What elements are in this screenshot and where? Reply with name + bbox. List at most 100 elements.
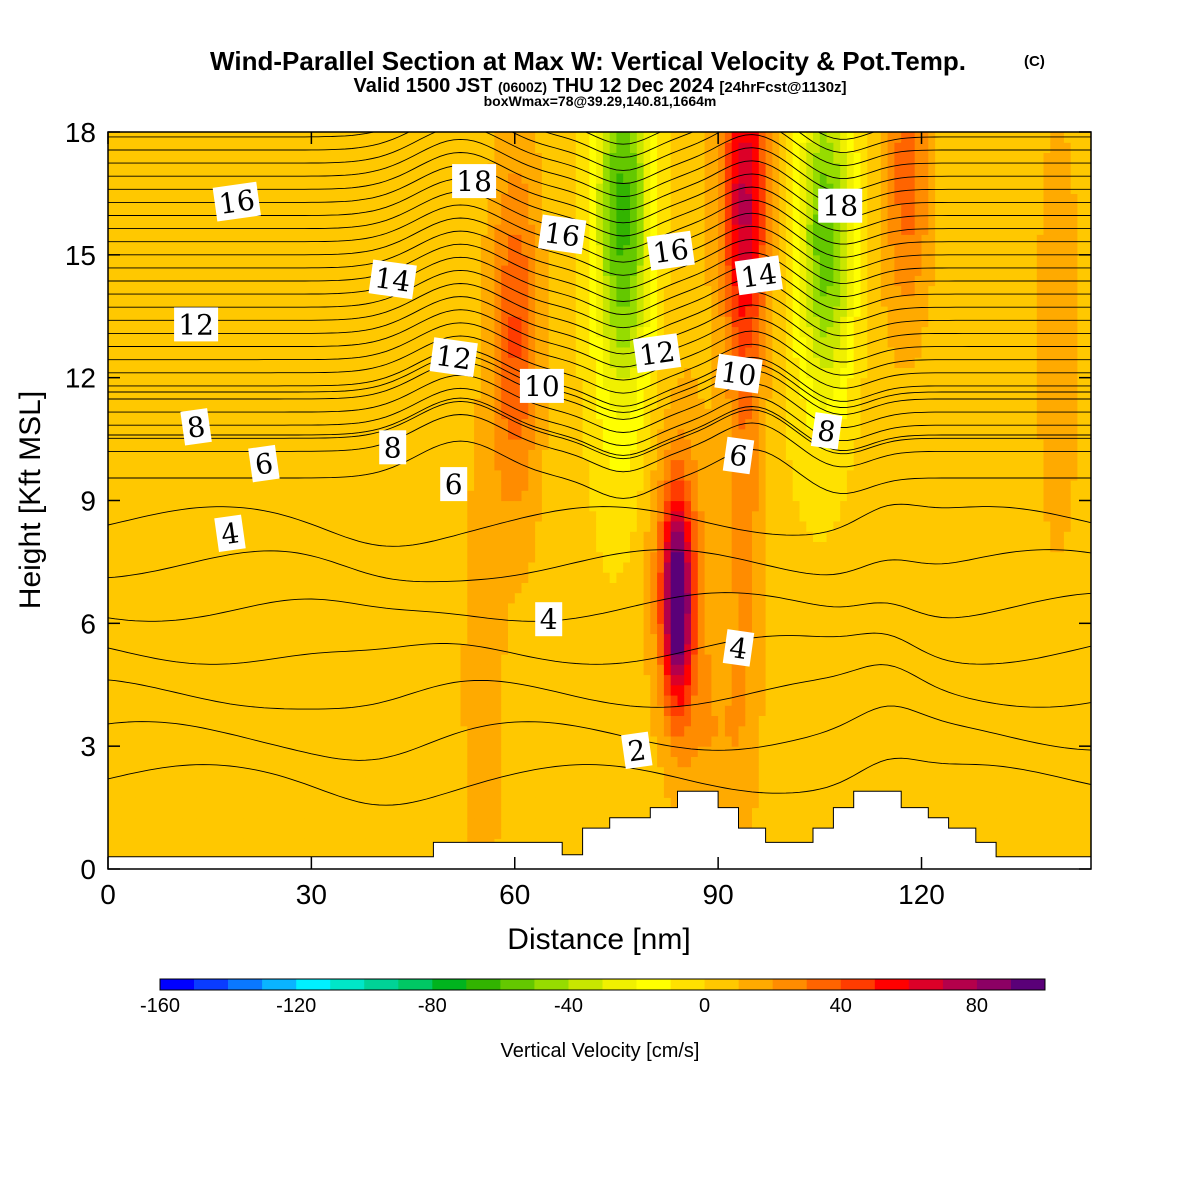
velocity-cell [270, 398, 279, 409]
velocity-cell [562, 756, 570, 768]
velocity-cell [372, 664, 380, 676]
velocity-cell [440, 623, 448, 635]
velocity-cell [223, 234, 231, 246]
velocity-cell [419, 490, 428, 502]
velocity-cell [128, 695, 136, 706]
velocity-cell [365, 521, 373, 532]
velocity-cell [467, 715, 475, 727]
velocity-cell [196, 152, 204, 164]
velocity-cell [426, 521, 434, 532]
velocity-cell [216, 254, 224, 266]
velocity-cell [128, 152, 136, 164]
velocity-cell [175, 234, 184, 246]
velocity-cell [460, 592, 468, 604]
velocity-cell [386, 306, 394, 317]
velocity-cell [236, 582, 245, 594]
velocity-cell [304, 602, 312, 614]
velocity-cell [535, 449, 543, 461]
velocity-cell [345, 449, 353, 461]
velocity-cell [460, 787, 468, 798]
velocity-cell [284, 439, 292, 450]
velocity-cell [175, 162, 184, 174]
velocity-cell [196, 469, 204, 481]
velocity-cell [521, 510, 529, 522]
velocity-cell [379, 766, 387, 778]
velocity-cell [284, 408, 292, 420]
velocity-cell [433, 316, 441, 328]
velocity-cell [460, 203, 468, 215]
velocity-cell [419, 623, 428, 635]
velocity-cell [223, 398, 231, 409]
velocity-cell [453, 428, 462, 440]
velocity-cell [345, 244, 353, 256]
velocity-cell [379, 633, 387, 645]
velocity-cell [196, 766, 204, 778]
velocity-cell [114, 735, 123, 747]
velocity-cell [487, 531, 495, 542]
velocity-cell [311, 193, 319, 205]
velocity-cell [250, 797, 258, 809]
velocity-cell [230, 633, 238, 645]
velocity-cell [331, 265, 340, 276]
velocity-cell [148, 654, 157, 665]
velocity-cell [135, 490, 143, 502]
velocity-cell [169, 183, 177, 194]
velocity-cell [236, 265, 245, 276]
velocity-cell [352, 224, 360, 235]
velocity-cell [575, 776, 584, 788]
velocity-cell [508, 285, 516, 297]
velocity-cell [135, 797, 143, 809]
velocity-cell [331, 705, 340, 716]
velocity-cell [304, 408, 312, 420]
velocity-cell [263, 142, 272, 153]
velocity-cell [304, 572, 312, 583]
velocity-cell [141, 776, 150, 788]
velocity-cell [392, 408, 401, 420]
velocity-cell [182, 469, 190, 481]
velocity-cell [324, 439, 333, 450]
velocity-cell [148, 152, 157, 164]
velocity-cell [406, 551, 414, 563]
velocity-cell [291, 521, 299, 532]
velocity-cell [175, 490, 184, 502]
velocity-cell [230, 828, 238, 839]
velocity-cell [419, 203, 428, 215]
velocity-cell [419, 377, 428, 389]
velocity-cell [392, 746, 401, 757]
velocity-cell [236, 316, 245, 328]
velocity-cell [263, 674, 272, 686]
velocity-cell [230, 817, 238, 829]
velocity-cell [514, 664, 523, 676]
velocity-cell [338, 193, 346, 205]
velocity-cell [569, 838, 577, 850]
velocity-cell [209, 654, 218, 665]
velocity-cell [318, 766, 326, 778]
velocity-cell [121, 838, 129, 850]
velocity-cell [257, 152, 265, 164]
velocity-cell [128, 848, 136, 860]
velocity-cell [331, 674, 340, 686]
velocity-cell [128, 408, 136, 420]
velocity-cell [189, 787, 197, 798]
velocity-cell [257, 828, 265, 839]
velocity-cell [548, 756, 557, 768]
velocity-cell [114, 766, 123, 778]
velocity-cell [474, 766, 482, 778]
velocity-cell [284, 500, 292, 512]
velocity-cell [114, 807, 123, 819]
velocity-cell [419, 387, 428, 399]
velocity-cell [270, 428, 279, 440]
velocity-cell [440, 377, 448, 389]
velocity-cell [318, 787, 326, 798]
velocity-cell [250, 756, 258, 768]
velocity-cell [236, 428, 245, 440]
velocity-cell [162, 572, 170, 583]
velocity-cell [162, 224, 170, 235]
velocity-cell [209, 132, 218, 143]
velocity-cell [331, 654, 340, 665]
velocity-cell [575, 756, 584, 768]
velocity-cell [291, 316, 299, 328]
velocity-cell [318, 756, 326, 768]
velocity-cell [148, 418, 157, 430]
velocity-cell [108, 654, 116, 665]
